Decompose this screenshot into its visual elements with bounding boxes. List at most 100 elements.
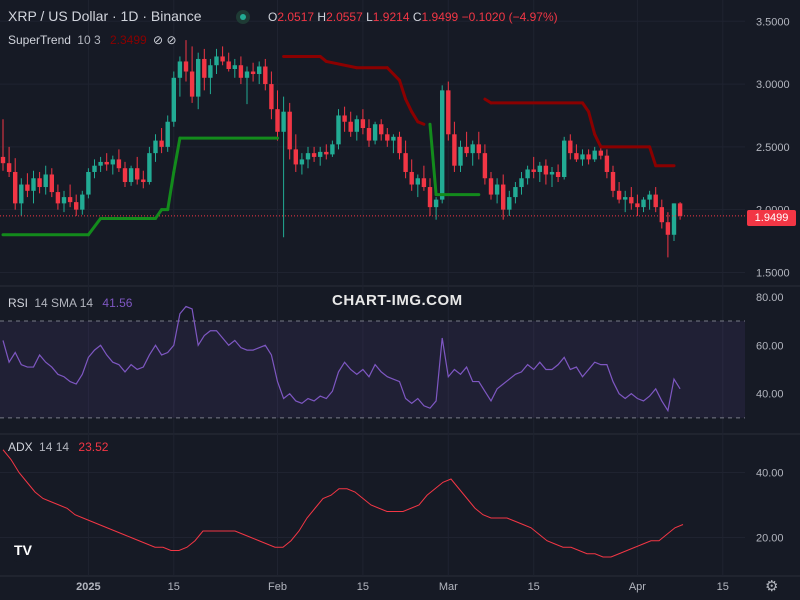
candle-body — [586, 154, 591, 160]
visibility-off-icon[interactable]: ⊘ — [166, 33, 177, 47]
candle-body — [421, 178, 427, 188]
market-status-icon — [236, 10, 250, 24]
candle-body — [513, 187, 518, 198]
price-pane[interactable] — [0, 40, 745, 258]
tradingview-logo-icon[interactable]: TV — [8, 538, 38, 562]
candle-body — [354, 119, 359, 132]
candle-body — [147, 153, 152, 183]
open-value: 2.0517 — [277, 10, 315, 24]
adx-params: 14 14 — [39, 440, 70, 454]
candle-body — [348, 121, 353, 132]
candle-body — [653, 194, 658, 208]
candle-body — [403, 153, 408, 172]
candle-body — [452, 134, 457, 166]
supertrend-name: SuperTrend — [8, 33, 71, 47]
supertrend-segment — [86, 216, 103, 237]
rsi-value: 41.56 — [102, 296, 133, 310]
candle-body — [159, 140, 164, 147]
price-tick-label: 3.5000 — [756, 16, 790, 28]
supertrend-legend[interactable]: SuperTrend 10 3 2.3499 ⊘ ⊘ — [8, 33, 177, 47]
candle-body — [397, 136, 402, 154]
candle-body — [549, 171, 555, 175]
supertrend-segment — [648, 145, 658, 168]
candle-body — [665, 222, 671, 235]
supertrend-segment — [166, 170, 176, 212]
candle-body — [305, 153, 311, 160]
candle-body — [440, 90, 445, 200]
supertrend-segment — [581, 101, 591, 114]
open-label: O — [268, 10, 278, 24]
candle-body — [488, 178, 494, 195]
candle-body — [409, 171, 414, 185]
candle-body — [531, 169, 536, 172]
candle-body — [580, 154, 585, 160]
symbol-title[interactable]: XRP / US Dollar · 1D · Binance — [8, 8, 202, 24]
candle-body — [13, 171, 18, 204]
candle-body — [31, 178, 36, 191]
candle-body — [360, 119, 366, 129]
candle-body — [165, 121, 170, 147]
adx-legend[interactable]: ADX 14 14 23.52 — [8, 440, 108, 454]
price-tick-label: 3.0000 — [756, 79, 790, 91]
candle-body — [555, 171, 561, 177]
candle-body — [19, 184, 24, 204]
rsi-name: RSI — [8, 296, 29, 310]
close-value: 1.9499 — [421, 10, 459, 24]
candle-body — [98, 161, 103, 166]
candle-body — [635, 203, 640, 208]
rsi-tick-label: 80.00 — [756, 292, 784, 304]
candle-body — [446, 90, 451, 135]
supertrend-line — [1, 54, 676, 237]
candle-body — [171, 77, 176, 122]
candle-body — [677, 203, 683, 216]
candle-body — [37, 178, 42, 188]
candle-body — [330, 144, 335, 155]
candle-body — [74, 202, 79, 210]
price-tick-label: 2.5000 — [756, 142, 790, 154]
rsi-tick-label: 40.00 — [756, 389, 784, 401]
gear-icon[interactable]: ⚙ — [765, 578, 779, 595]
candle-body — [287, 111, 292, 150]
rsi-pane[interactable] — [0, 305, 745, 419]
candle-body — [671, 203, 677, 235]
candle-body — [86, 171, 91, 195]
candle-body — [116, 159, 122, 169]
candle-body — [537, 165, 542, 172]
watermark: CHART-IMG.COM — [332, 292, 463, 309]
price-tick-label: 1.5000 — [756, 267, 790, 279]
candle-body — [592, 150, 597, 160]
candle-body — [153, 140, 158, 154]
visibility-off-icon[interactable]: ⊘ — [153, 33, 164, 47]
candle-body — [0, 156, 6, 164]
adx-pane[interactable] — [2, 449, 684, 558]
candle-body — [610, 171, 616, 191]
candle-body — [110, 159, 115, 165]
candle-body — [250, 71, 256, 75]
supertrend-segment — [428, 122, 438, 197]
high-label: H — [317, 10, 327, 24]
x-tick-label: 15 — [357, 581, 369, 593]
candle-body — [104, 161, 109, 165]
rsi-legend[interactable]: RSI 14 SMA 14 41.56 — [8, 296, 132, 310]
ohlc-readout: O2.0517 H2.0557 L1.9214 C1.9499 −0.1020 … — [268, 10, 558, 24]
candle-body — [659, 207, 664, 223]
x-tick-label: 15 — [168, 581, 180, 593]
x-tick-label: 15 — [528, 581, 540, 593]
candle-body — [415, 178, 420, 185]
supertrend-segment — [416, 120, 426, 126]
candle-body — [244, 71, 250, 78]
rsi-tick-label: 60.00 — [756, 340, 784, 352]
candle-body — [324, 151, 329, 155]
candle-body — [92, 165, 97, 172]
rsi-line — [2, 305, 681, 413]
x-tick-label: Feb — [268, 581, 287, 593]
candle-body — [281, 111, 286, 132]
candle-body — [183, 61, 189, 72]
supertrend-segment — [172, 136, 182, 174]
candle-body — [629, 197, 634, 204]
candle-body — [385, 134, 390, 141]
candle-body — [598, 150, 603, 156]
candle-body — [574, 153, 579, 160]
candle-body — [458, 146, 463, 166]
